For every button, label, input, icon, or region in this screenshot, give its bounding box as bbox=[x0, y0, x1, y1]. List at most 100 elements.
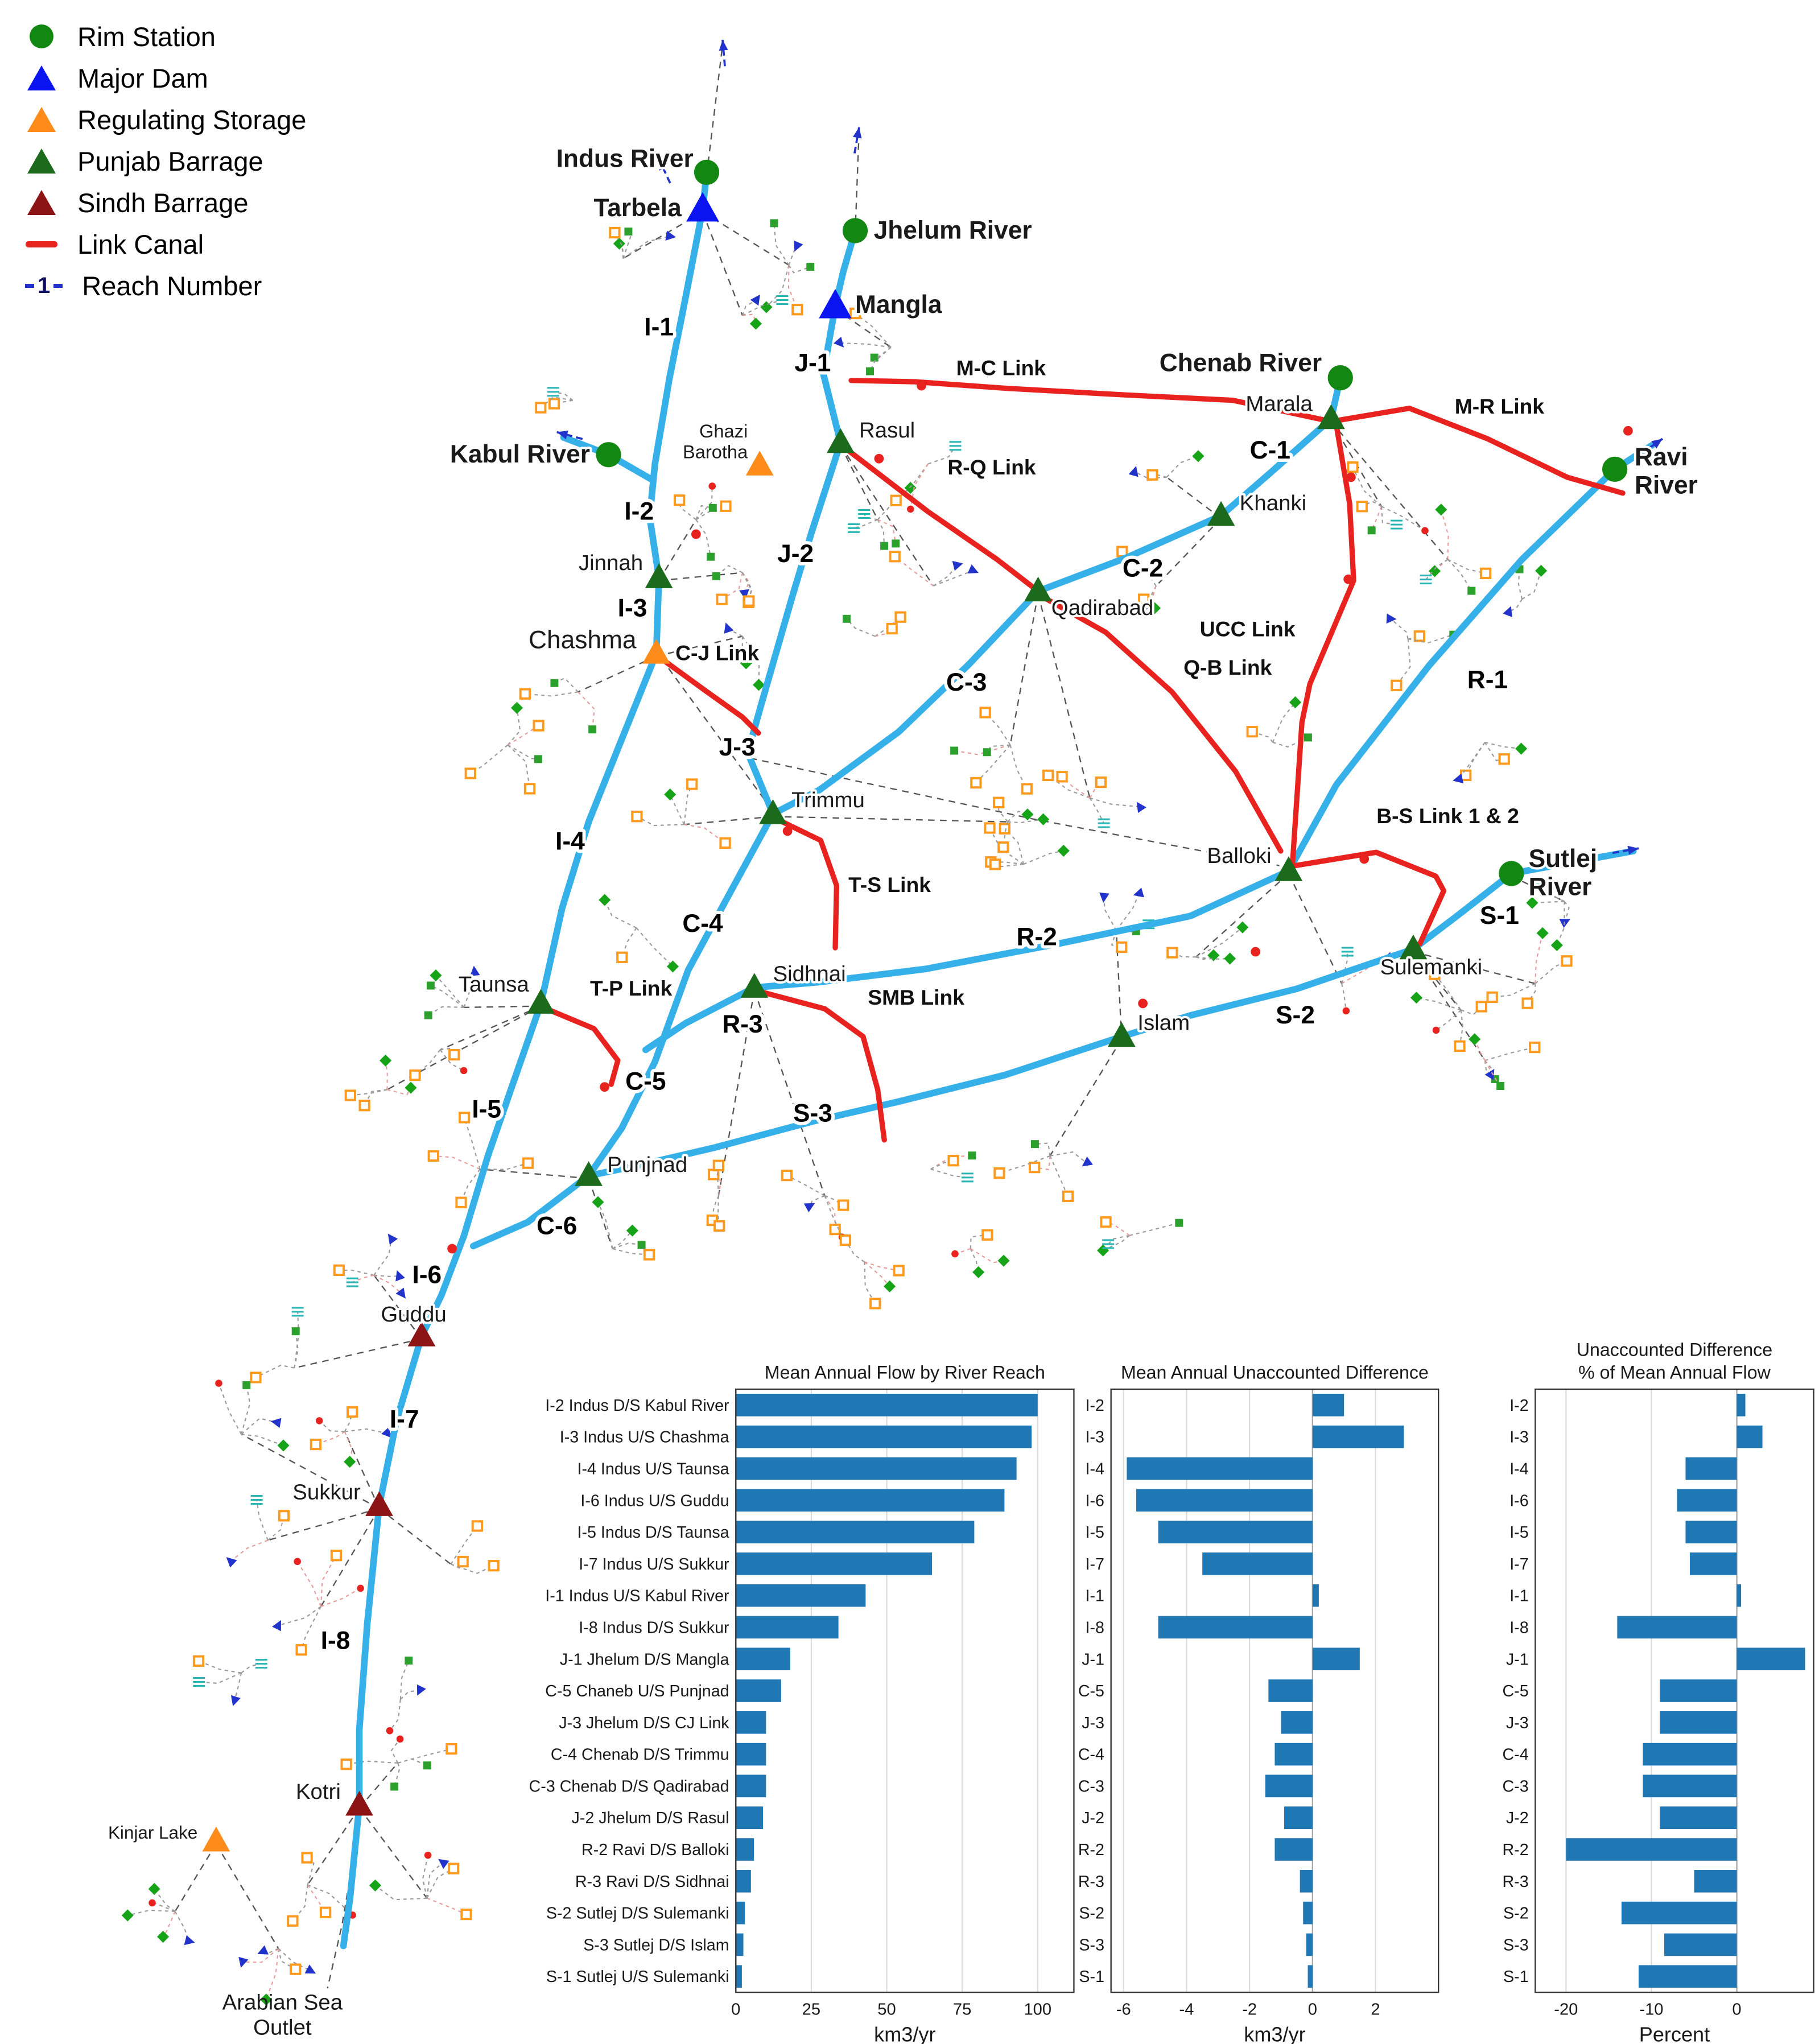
legend-symbol-cell bbox=[25, 24, 58, 48]
canal-node-icon bbox=[707, 552, 715, 561]
category-label: J-1 Jhelum D/S Mangla bbox=[560, 1650, 729, 1669]
link-label: T-S Link bbox=[848, 873, 931, 897]
sindh-barrage-icon bbox=[27, 190, 56, 215]
reach-label-J-3: J-3 bbox=[719, 733, 756, 761]
canal-dot bbox=[1251, 947, 1261, 957]
legend-item-label: Major Dam bbox=[77, 63, 208, 93]
tributary-line bbox=[786, 1175, 825, 1196]
canal-node-icon bbox=[992, 796, 1005, 808]
canal-node-icon bbox=[752, 679, 765, 691]
category-label: S-2 Sutlej D/S Sulemanki bbox=[546, 1905, 729, 1923]
bar-C-3 bbox=[1265, 1774, 1313, 1798]
bar-I-2 bbox=[1312, 1394, 1344, 1417]
node-marker-punjnad bbox=[575, 1161, 603, 1186]
canal-node-icon bbox=[464, 767, 476, 779]
bar-I-4 bbox=[1685, 1457, 1737, 1480]
bar-I-7 bbox=[1689, 1552, 1737, 1575]
canal-node-icon bbox=[686, 778, 698, 790]
node-label-balloki: Balloki bbox=[1207, 844, 1271, 868]
bar-I-4 Indus U/S Taunsa bbox=[736, 1457, 1017, 1480]
bar-I-3 Indus U/S Chashma bbox=[736, 1425, 1032, 1448]
bar-J-2 bbox=[1660, 1806, 1737, 1830]
tributary-line bbox=[894, 556, 934, 587]
tributary-line bbox=[1007, 819, 1043, 824]
canal-node-icon bbox=[1521, 997, 1533, 1009]
bar-I-3 bbox=[1736, 1425, 1763, 1448]
tributary-line bbox=[578, 691, 595, 730]
tributary-line bbox=[773, 223, 790, 266]
canal-node-icon bbox=[770, 219, 778, 228]
bar-R-3 bbox=[1694, 1870, 1737, 1893]
canal-node-icon bbox=[250, 1372, 262, 1384]
canal-node-icon bbox=[215, 1380, 222, 1387]
category-label: S-3 Sutlej D/S Islam bbox=[583, 1936, 729, 1954]
canal-node-icon bbox=[712, 572, 720, 580]
tributary-line bbox=[460, 1168, 481, 1203]
tributary-line bbox=[1440, 509, 1449, 560]
node-label-rasul: Rasul bbox=[859, 418, 915, 443]
tributary-line bbox=[433, 1155, 480, 1170]
x-tick-label: 25 bbox=[802, 2001, 820, 2019]
canal-node-icon bbox=[1429, 968, 1441, 980]
bar-I-6 bbox=[1677, 1489, 1737, 1512]
canal-node-icon bbox=[1561, 955, 1573, 967]
tributary-line bbox=[1023, 850, 1064, 865]
chart-title: Unaccounted Difference bbox=[1577, 1340, 1772, 1360]
bar-C-4 Chenab D/S Trimmu bbox=[736, 1742, 766, 1766]
canal-node-icon bbox=[1479, 567, 1492, 579]
tributary-arrow-icon bbox=[381, 1427, 392, 1438]
bar-C-4 bbox=[1274, 1742, 1313, 1766]
tributary-line bbox=[1103, 897, 1117, 931]
canal-node-icon bbox=[121, 1909, 134, 1922]
canal-node-icon bbox=[319, 1906, 332, 1918]
canal-node-icon bbox=[1042, 769, 1054, 782]
tributary-line bbox=[597, 1201, 613, 1249]
canal-node-icon bbox=[1467, 587, 1476, 595]
tributary-line bbox=[1129, 1222, 1179, 1236]
x-tick-label: -10 bbox=[1639, 2001, 1663, 2019]
canal-node-icon bbox=[522, 1157, 534, 1169]
tributary-line bbox=[716, 565, 743, 577]
canal-node-icon bbox=[369, 1879, 382, 1892]
category-label: R-2 bbox=[1078, 1841, 1104, 1859]
canal-dot bbox=[1623, 426, 1633, 436]
tributary-line bbox=[1564, 901, 1570, 922]
tributary-line bbox=[1556, 901, 1565, 945]
tributary-line bbox=[636, 816, 684, 827]
tributary-line bbox=[1447, 559, 1472, 592]
canal-dot bbox=[874, 453, 884, 464]
canal-node-icon bbox=[984, 822, 996, 834]
canal-node-icon bbox=[149, 1899, 156, 1907]
canal-node-icon bbox=[997, 1254, 1010, 1267]
tributary-line bbox=[1272, 701, 1296, 743]
annotation-arabian-sea-outlet: Arabian Sea bbox=[222, 1990, 343, 2014]
connector-line bbox=[659, 572, 743, 581]
connector-line bbox=[840, 445, 878, 520]
bar-J-1 bbox=[1312, 1647, 1360, 1671]
x-tick-label: 0 bbox=[1308, 2001, 1317, 2019]
x-tick-label: -4 bbox=[1179, 2001, 1194, 2019]
canal-node-icon bbox=[866, 367, 875, 375]
bar-J-2 Jhelum D/S Rasul bbox=[736, 1806, 764, 1830]
bar-R-2 bbox=[1274, 1838, 1313, 1861]
reach-label-I-8: I-8 bbox=[321, 1627, 350, 1655]
node-marker-kabul-river bbox=[596, 442, 621, 468]
canal-node-icon bbox=[550, 679, 559, 687]
canal-node-icon bbox=[409, 1069, 421, 1081]
link-label: SMB Link bbox=[868, 985, 964, 1009]
canal-node-icon bbox=[1030, 1140, 1039, 1149]
connector-line bbox=[1009, 593, 1039, 745]
canal-dot bbox=[1343, 574, 1354, 584]
category-label: R-2 bbox=[1502, 1841, 1528, 1859]
category-label: C-4 bbox=[1078, 1746, 1104, 1764]
tributary-line bbox=[869, 346, 892, 372]
tributary-line bbox=[385, 1060, 388, 1090]
connector-line bbox=[480, 1168, 589, 1179]
tributary-line bbox=[294, 1311, 299, 1368]
tributary-line bbox=[1396, 639, 1411, 686]
tributary-arrow-icon bbox=[238, 1956, 249, 1968]
category-label: R-3 bbox=[1502, 1873, 1528, 1891]
connector-line bbox=[1115, 930, 1123, 1039]
connector-line bbox=[215, 1843, 279, 1949]
connector-line bbox=[773, 816, 1008, 823]
